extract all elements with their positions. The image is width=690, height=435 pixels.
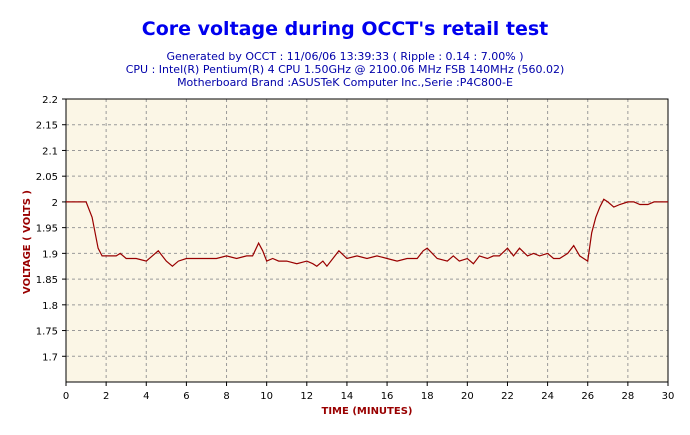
x-tick-label: 2 bbox=[103, 391, 109, 402]
x-tick-label: 8 bbox=[223, 391, 229, 402]
y-tick-label: 2.2 bbox=[42, 95, 58, 106]
x-tick-label: 6 bbox=[183, 391, 189, 402]
x-tick-label: 22 bbox=[501, 391, 514, 402]
x-tick-label: 20 bbox=[461, 391, 474, 402]
chart-title: Core voltage during OCCT's retail test bbox=[141, 18, 549, 40]
y-tick-label: 2.05 bbox=[36, 172, 58, 183]
x-tick-label: 0 bbox=[63, 391, 69, 402]
x-tick-label: 28 bbox=[621, 391, 634, 402]
x-tick-label: 26 bbox=[581, 391, 594, 402]
x-tick-label: 4 bbox=[143, 391, 149, 402]
x-tick-label: 12 bbox=[300, 391, 313, 402]
subtitle-motherboard: Motherboard Brand :ASUSTeK Computer Inc.… bbox=[177, 76, 513, 89]
y-tick-label: 2 bbox=[52, 198, 58, 209]
subtitle-generated: Generated by OCCT : 11/06/06 13:39:33 ( … bbox=[166, 50, 524, 63]
y-tick-label: 1.9 bbox=[42, 249, 58, 260]
plot-border bbox=[65, 98, 669, 383]
y-tick-label: 2.1 bbox=[42, 146, 58, 157]
y-tick-label: 1.75 bbox=[36, 327, 58, 338]
x-tick-label: 16 bbox=[381, 391, 394, 402]
y-axis-label: VOLTAGE ( VOLTS ) bbox=[22, 190, 33, 294]
x-tick-label: 14 bbox=[341, 391, 354, 402]
x-tick-label: 24 bbox=[541, 391, 554, 402]
y-tick-label: 1.7 bbox=[42, 352, 58, 363]
y-tick-label: 1.8 bbox=[42, 301, 58, 312]
plot-area bbox=[66, 99, 668, 382]
x-tick-label: 30 bbox=[662, 391, 675, 402]
voltage-series-line bbox=[66, 198, 668, 268]
x-axis-label: TIME (MINUTES) bbox=[322, 406, 413, 417]
x-tick-label: 10 bbox=[260, 391, 273, 402]
x-tick-label: 18 bbox=[421, 391, 434, 402]
y-tick-label: 1.85 bbox=[36, 275, 58, 286]
subtitle-cpu: CPU : Intel(R) Pentium(R) 4 CPU 1.50GHz … bbox=[125, 63, 565, 76]
y-tick-label: 1.95 bbox=[36, 224, 58, 235]
y-tick-label: 2.15 bbox=[36, 121, 58, 132]
